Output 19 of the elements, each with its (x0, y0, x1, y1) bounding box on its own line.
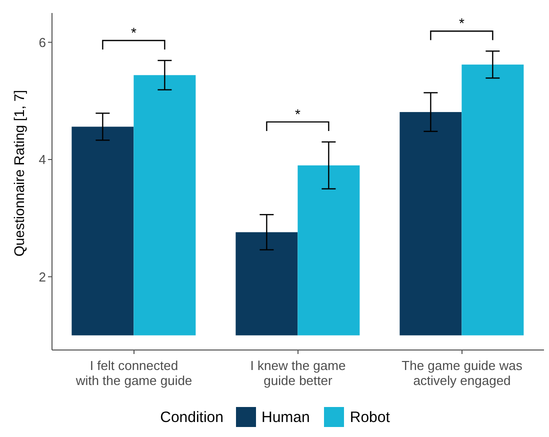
x-tick-label: The game guide was actively engaged (402, 358, 523, 388)
y-tick-label: 4 (38, 152, 46, 168)
bar (400, 112, 462, 336)
y-tick-label: 2 (38, 269, 46, 284)
bar (462, 64, 524, 336)
bar (298, 165, 360, 336)
bar (134, 75, 196, 336)
annotation: * (130, 24, 137, 40)
x-tick-label: I knew the game guide better (250, 358, 346, 388)
legend-title: Condition (160, 408, 224, 426)
annotation: * (458, 15, 465, 32)
bar (236, 232, 298, 336)
legend-label: Robot (350, 408, 390, 426)
y-tick-label: 6 (38, 34, 46, 50)
bar (72, 126, 134, 336)
x-tick-label: I felt connected with the game guide (74, 358, 192, 388)
legend-label: Human (262, 408, 310, 426)
annotation: * (294, 106, 301, 122)
y-axis-title: Questionnaire Rating [1, 7] (10, 90, 27, 256)
